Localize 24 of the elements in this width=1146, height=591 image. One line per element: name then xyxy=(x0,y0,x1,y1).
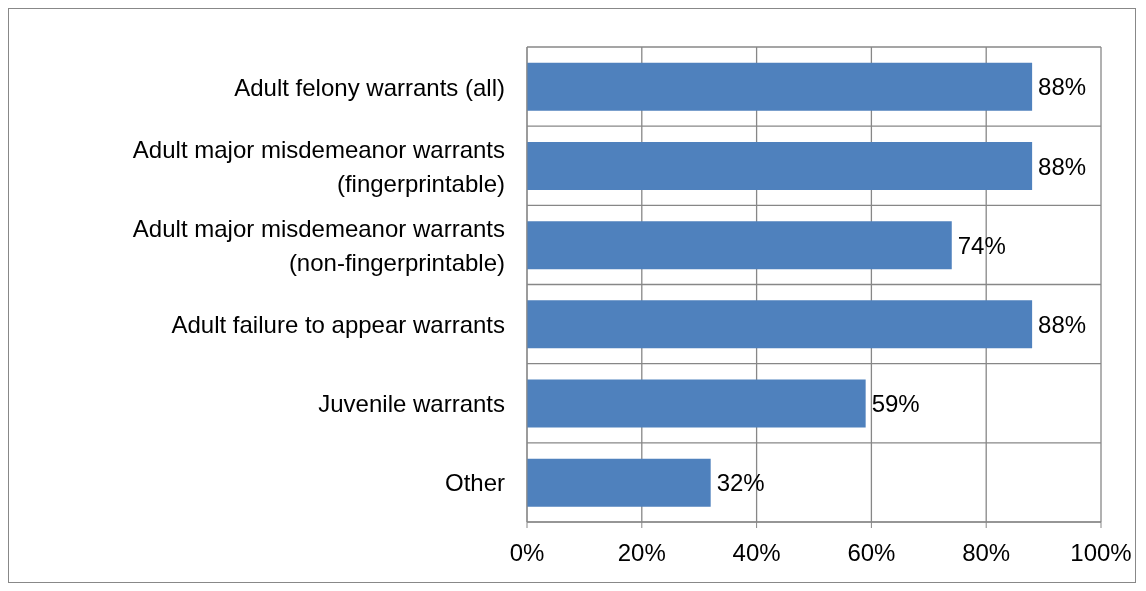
data-label: 59% xyxy=(871,390,920,417)
bar xyxy=(527,458,711,507)
y-tick-label: Adult felony warrants (all) xyxy=(234,73,505,101)
data-label: 88% xyxy=(1038,152,1087,180)
data-label: 88% xyxy=(1038,73,1087,101)
x-tick-label: 80% xyxy=(962,539,1011,567)
bar xyxy=(527,221,952,270)
y-tick-label: Other xyxy=(444,468,505,496)
bar xyxy=(527,142,1033,190)
y-tick-label: Juvenile warrants xyxy=(318,389,505,417)
y-tick-label: Adult major misdemeanor warrants (non-fingerprintable) xyxy=(132,214,505,276)
data-label: 74% xyxy=(957,231,1006,259)
x-tick-label: 0% xyxy=(509,539,545,567)
bar xyxy=(527,62,1033,111)
y-tick-label: Adult major misdemeanor warrants (fingerprintable) xyxy=(132,135,505,197)
data-label: 88% xyxy=(1038,310,1087,338)
bar xyxy=(527,300,1033,349)
x-tick-label: 20% xyxy=(617,539,666,567)
y-tick-label: Adult failure to appear warrants xyxy=(171,310,505,338)
x-tick-label: 40% xyxy=(732,539,781,567)
x-tick-label: 100% xyxy=(1070,539,1132,567)
bar xyxy=(527,379,866,428)
data-label: 32% xyxy=(716,469,765,497)
x-tick-label: 60% xyxy=(847,539,896,567)
